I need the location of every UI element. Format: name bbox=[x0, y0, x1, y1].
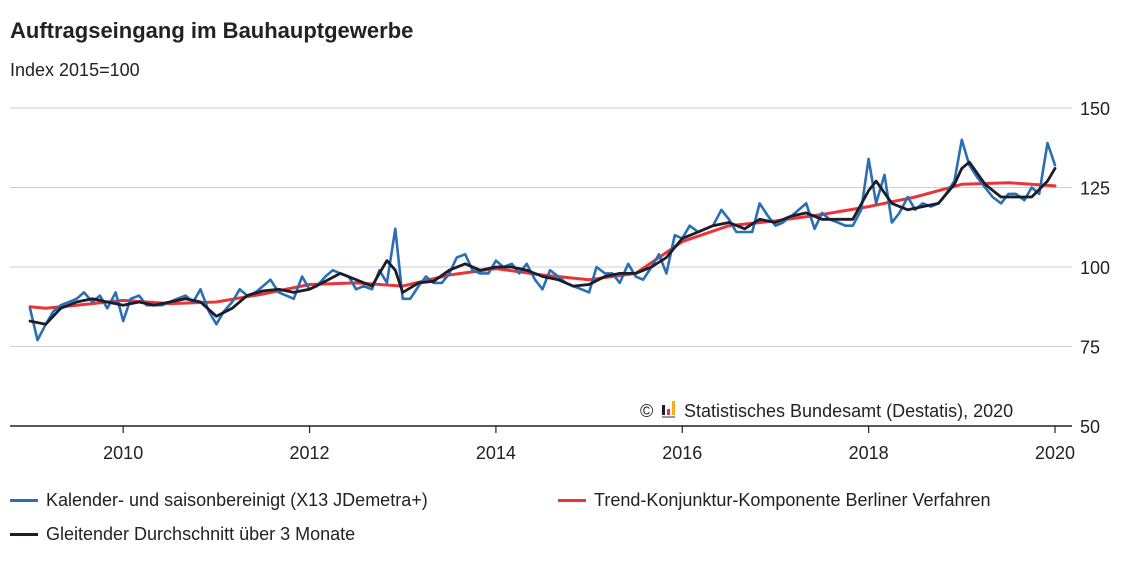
x-tick-label: 2016 bbox=[662, 443, 702, 463]
legend-swatch-blue bbox=[10, 499, 38, 502]
y-axis-labels: 150 125 100 75 50 bbox=[1080, 99, 1110, 437]
legend-swatch-red bbox=[558, 499, 586, 502]
legend-item-adjusted: Kalender- und saisonbereinigt (X13 JDeme… bbox=[10, 490, 428, 511]
destatis-logo-icon bbox=[662, 401, 675, 418]
legend: Kalender- und saisonbereinigt (X13 JDeme… bbox=[10, 490, 1140, 560]
y-tick-label: 75 bbox=[1080, 338, 1100, 358]
line-chart: 150 125 100 75 50 2010 2012 2014 2016 2018 2020 ©… bbox=[10, 99, 1110, 463]
x-tick-label: 2010 bbox=[103, 443, 143, 463]
source-text: Statistisches Bundesamt (Destatis), 2020 bbox=[684, 401, 1013, 421]
legend-label: Trend-Konjunktur-Komponente Berliner Ver… bbox=[594, 490, 991, 510]
grid-lines bbox=[10, 107, 1072, 347]
legend-label: Kalender- und saisonbereinigt (X13 JDeme… bbox=[46, 490, 428, 510]
legend-swatch-black bbox=[10, 533, 38, 536]
x-tick-label: 2014 bbox=[476, 443, 516, 463]
x-tick-label: 2020 bbox=[1035, 443, 1075, 463]
x-tick-label: 2012 bbox=[290, 443, 330, 463]
legend-item-moving-average: Gleitender Durchschnitt über 3 Monate bbox=[10, 524, 355, 545]
copyright-symbol: © bbox=[640, 401, 653, 421]
y-tick-label: 150 bbox=[1080, 99, 1110, 119]
source-note: © Statistisches Bundesamt (Destatis), 20… bbox=[640, 401, 1013, 421]
x-tick-label: 2018 bbox=[849, 443, 889, 463]
y-tick-label: 50 bbox=[1080, 417, 1100, 437]
chart-subtitle: Index 2015=100 bbox=[10, 60, 140, 80]
legend-item-trend: Trend-Konjunktur-Komponente Berliner Ver… bbox=[558, 490, 991, 511]
series-line-moving-average bbox=[28, 160, 1057, 326]
y-tick-label: 100 bbox=[1080, 258, 1110, 278]
legend-label: Gleitender Durchschnitt über 3 Monate bbox=[46, 524, 356, 544]
series-line-adjusted bbox=[28, 138, 1057, 342]
x-axis: 2010 2012 2014 2016 2018 2020 bbox=[10, 425, 1075, 463]
series-lines bbox=[28, 138, 1057, 342]
y-tick-label: 125 bbox=[1080, 179, 1110, 199]
chart-title: Auftragseingang im Bauhauptgewerbe bbox=[10, 18, 414, 43]
